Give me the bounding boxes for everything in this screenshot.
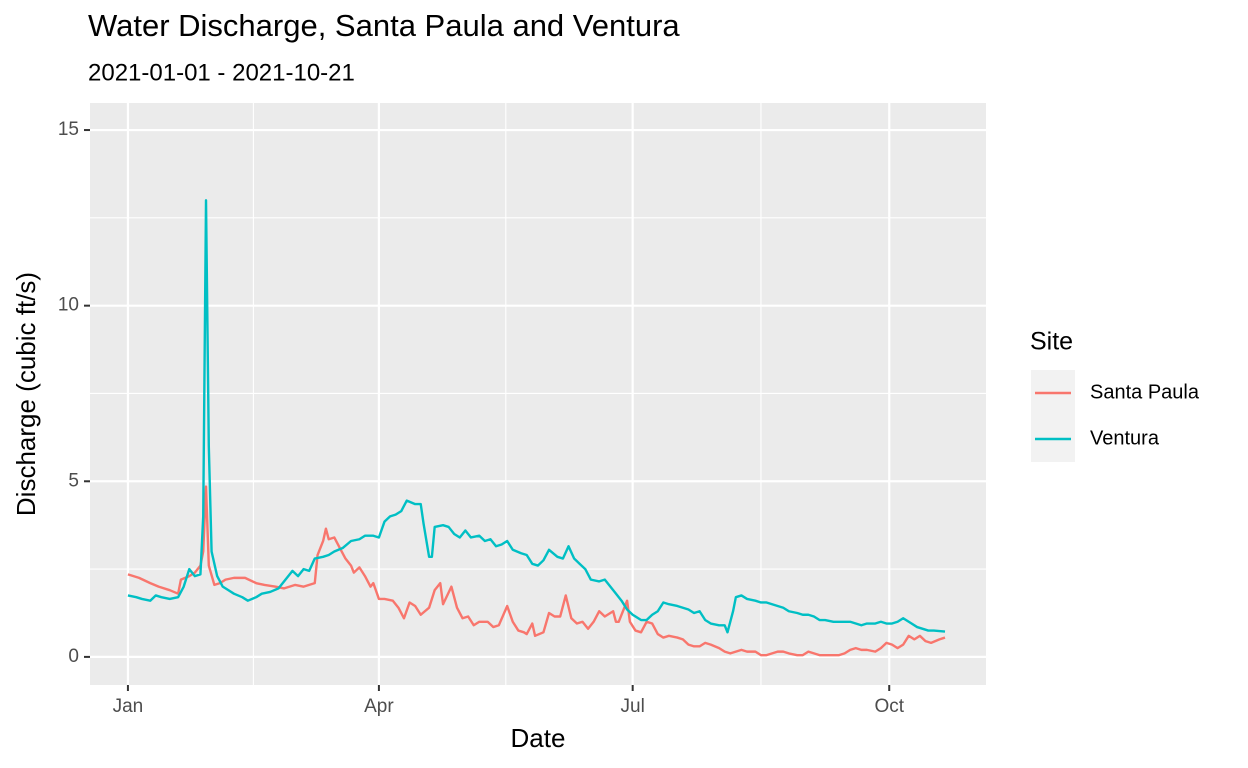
y-tick-label: 5	[68, 470, 79, 491]
x-tick-label: Apr	[364, 696, 394, 717]
y-tick-label: 10	[58, 295, 79, 316]
line-series	[127, 199, 946, 634]
chart-subtitle: 2021-01-01 - 2021-10-21	[88, 59, 355, 86]
y-tick-label: 15	[58, 119, 79, 140]
x-tick-label: Jan	[113, 696, 144, 717]
line-series	[127, 485, 946, 657]
x-tick-label: Jul	[621, 696, 645, 717]
legend-title: Site	[1030, 328, 1073, 356]
legend-label: Ventura	[1090, 427, 1160, 449]
y-tick-label: 0	[68, 646, 79, 667]
x-axis-title: Date	[511, 723, 566, 753]
legend-label: Santa Paula	[1090, 381, 1200, 403]
x-tick-label: Oct	[874, 696, 904, 717]
y-axis-title: Discharge (cubic ft/s)	[11, 272, 41, 516]
chart-title: Water Discharge, Santa Paula and Ventura	[88, 8, 680, 43]
